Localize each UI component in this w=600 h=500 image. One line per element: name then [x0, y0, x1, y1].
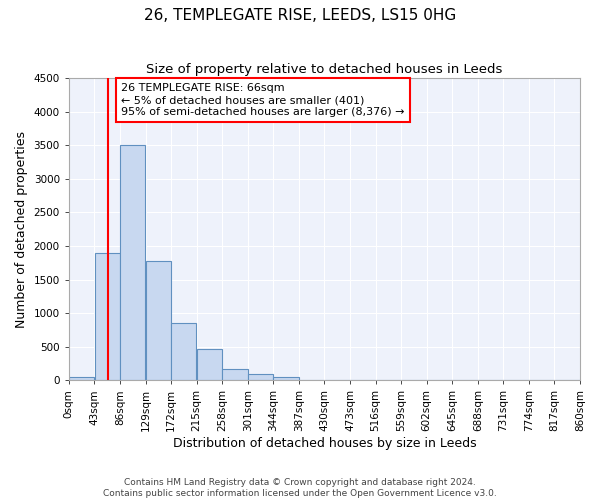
Bar: [120, 145, 145, 380]
Text: 26 TEMPLEGATE RISE: 66sqm
← 5% of detached houses are smaller (401)
95% of semi-: 26 TEMPLEGATE RISE: 66sqm ← 5% of detach…: [121, 84, 404, 116]
Bar: [95, 252, 120, 380]
Bar: [248, 374, 273, 380]
Title: Size of property relative to detached houses in Leeds: Size of property relative to detached ho…: [146, 62, 503, 76]
Bar: [223, 368, 248, 380]
Bar: [274, 377, 299, 380]
X-axis label: Distribution of detached houses by size in Leeds: Distribution of detached houses by size …: [173, 437, 476, 450]
Bar: [146, 260, 171, 380]
Bar: [197, 350, 222, 380]
Y-axis label: Number of detached properties: Number of detached properties: [15, 130, 28, 328]
Bar: [171, 323, 196, 380]
Text: Contains HM Land Registry data © Crown copyright and database right 2024.
Contai: Contains HM Land Registry data © Crown c…: [103, 478, 497, 498]
Bar: [69, 377, 94, 380]
Text: 26, TEMPLEGATE RISE, LEEDS, LS15 0HG: 26, TEMPLEGATE RISE, LEEDS, LS15 0HG: [144, 8, 456, 22]
